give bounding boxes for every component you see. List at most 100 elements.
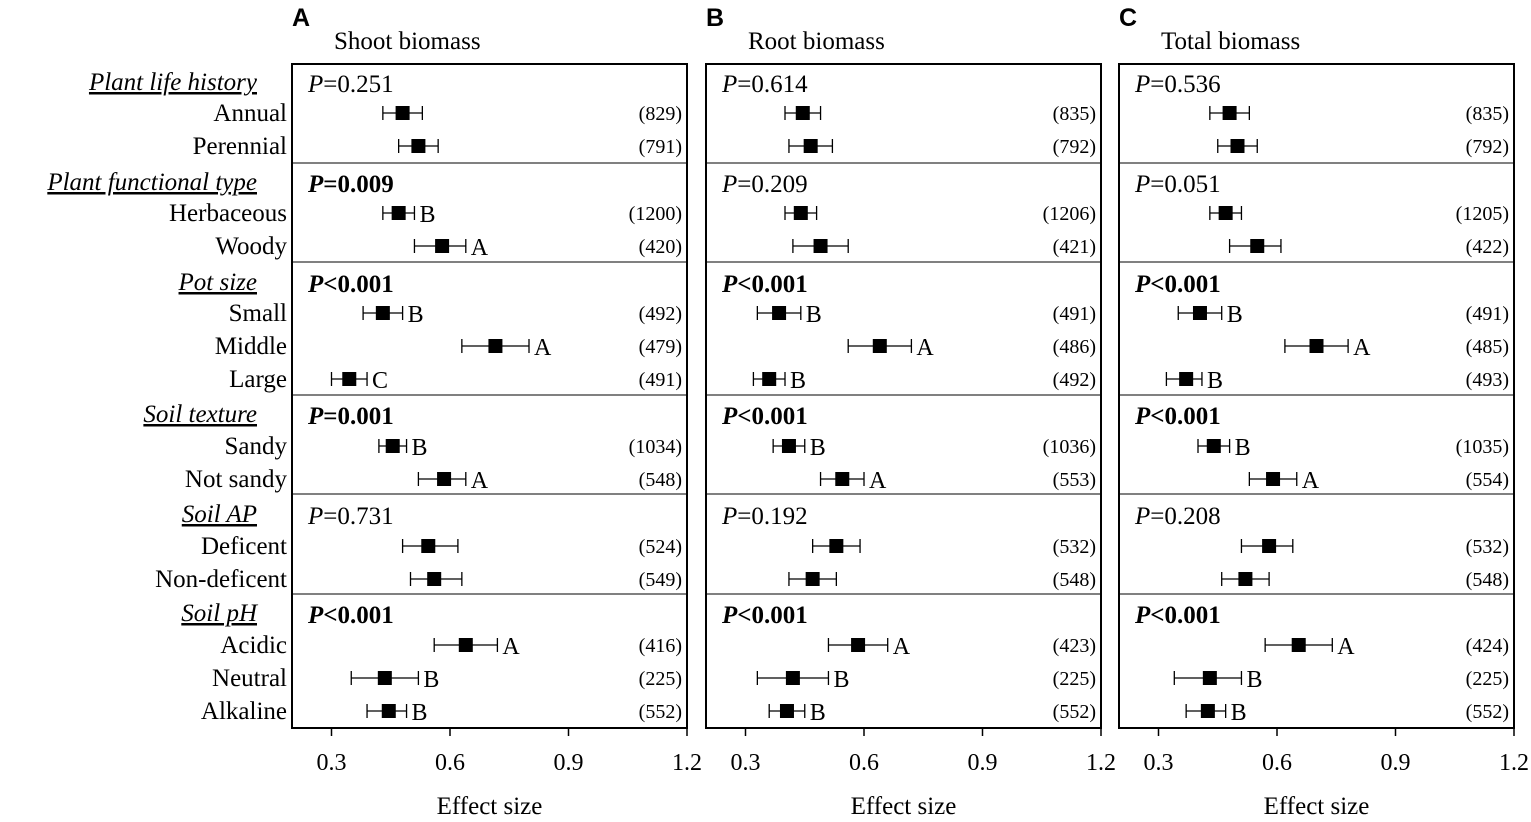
plot-frame xyxy=(705,63,1102,729)
group-title-2: Pot size xyxy=(178,269,257,296)
significance-letter: B xyxy=(1246,667,1262,693)
sample-size: (532) xyxy=(1466,536,1509,558)
mean-marker xyxy=(805,572,820,586)
sample-size: (524) xyxy=(639,536,682,558)
mean-marker xyxy=(1238,572,1253,586)
p-value: P=0.536 xyxy=(1134,71,1221,98)
significance-letter: B xyxy=(833,667,849,693)
mean-marker xyxy=(342,372,357,386)
mean-marker xyxy=(762,372,777,386)
p-value-text: =0.051 xyxy=(1150,171,1220,198)
p-value: P<0.001 xyxy=(1134,602,1221,629)
mean-marker xyxy=(421,539,436,553)
plot-frame xyxy=(291,63,688,729)
p-value: P=0.001 xyxy=(307,403,394,430)
mean-marker xyxy=(458,638,473,652)
p-value-text: =0.208 xyxy=(1150,503,1220,530)
sample-size: (423) xyxy=(1053,635,1096,657)
p-value: P=0.051 xyxy=(1134,171,1221,198)
panel-title: Total biomass xyxy=(1161,28,1300,55)
panel-letter: A xyxy=(292,4,310,32)
significance-letter: B xyxy=(790,368,806,394)
sample-size: (479) xyxy=(639,336,682,358)
row-label-acidic: Acidic xyxy=(220,632,287,659)
row-label-non-deficent: Non-deficent xyxy=(155,566,287,593)
sample-size: (422) xyxy=(1466,236,1509,258)
sample-size: (491) xyxy=(1466,303,1509,325)
row-label-alkaline: Alkaline xyxy=(201,698,287,725)
panel-title: Root biomass xyxy=(748,28,885,55)
mean-marker xyxy=(829,539,844,553)
row-label-woody: Woody xyxy=(215,233,287,260)
significance-letter: B xyxy=(1207,368,1223,394)
significance-letter: A xyxy=(471,468,489,494)
mean-marker xyxy=(1202,671,1217,685)
p-value: P=0.192 xyxy=(721,503,808,530)
sample-size: (554) xyxy=(1466,469,1509,491)
p-symbol: P xyxy=(307,271,324,298)
p-symbol: P xyxy=(721,403,738,430)
mean-marker xyxy=(1291,638,1306,652)
sample-size: (225) xyxy=(639,668,682,690)
significance-letter: B xyxy=(810,435,826,461)
sample-size: (486) xyxy=(1053,336,1096,358)
x-tick-label: 0.6 xyxy=(849,750,879,776)
p-value: P<0.001 xyxy=(307,271,394,298)
p-value: P<0.001 xyxy=(721,271,808,298)
p-symbol: P xyxy=(1134,602,1151,629)
row-label-small: Small xyxy=(229,300,287,327)
mean-marker xyxy=(1218,206,1233,220)
p-value-text: =0.001 xyxy=(323,403,394,430)
p-value-text: =0.192 xyxy=(737,503,807,530)
sample-size: (835) xyxy=(1466,103,1509,125)
mean-marker xyxy=(411,139,426,153)
x-tick-label: 0.9 xyxy=(554,750,584,776)
x-tick-label: 0.6 xyxy=(1262,750,1292,776)
p-value: P=0.208 xyxy=(1134,503,1221,530)
sample-size: (1206) xyxy=(1043,203,1096,225)
row-label-perennial: Perennial xyxy=(193,133,287,160)
p-symbol: P xyxy=(1134,503,1150,530)
row-label-neutral: Neutral xyxy=(212,665,287,692)
significance-letter: B xyxy=(412,435,428,461)
p-value-text: <0.001 xyxy=(737,602,808,629)
sample-size: (553) xyxy=(1053,469,1096,491)
p-symbol: P xyxy=(721,503,737,530)
panel-letter: C xyxy=(1119,4,1137,32)
mean-marker xyxy=(872,339,887,353)
sample-size: (548) xyxy=(1053,569,1096,591)
significance-letter: B xyxy=(806,302,822,328)
sample-size: (792) xyxy=(1053,136,1096,158)
sample-size: (552) xyxy=(1466,701,1509,723)
sample-size: (225) xyxy=(1053,668,1096,690)
x-tick-label: 0.3 xyxy=(317,750,347,776)
row-label-not-sandy: Not sandy xyxy=(185,466,288,493)
significance-letter: A xyxy=(1337,634,1355,660)
mean-marker xyxy=(381,704,396,718)
sample-size: (548) xyxy=(639,469,682,491)
sample-size: (493) xyxy=(1466,369,1509,391)
sample-size: (491) xyxy=(1053,303,1096,325)
p-value: P=0.731 xyxy=(307,503,394,530)
row-label-herbaceous: Herbaceous xyxy=(169,200,287,227)
p-value-text: =0.251 xyxy=(323,71,393,98)
sample-size: (492) xyxy=(639,303,682,325)
significance-letter: A xyxy=(502,634,520,660)
significance-letter: A xyxy=(893,634,911,660)
sample-size: (485) xyxy=(1466,336,1509,358)
mean-marker xyxy=(427,572,442,586)
p-value-text: <0.001 xyxy=(1150,403,1221,430)
panel-title: Shoot biomass xyxy=(334,28,481,55)
x-tick-label: 0.6 xyxy=(435,750,465,776)
significance-letter: B xyxy=(1227,302,1243,328)
p-symbol: P xyxy=(721,602,738,629)
row-label-annual: Annual xyxy=(213,100,287,127)
significance-letter: C xyxy=(372,368,388,394)
sample-size: (1034) xyxy=(629,436,682,458)
mean-marker xyxy=(488,339,503,353)
sample-size: (791) xyxy=(639,136,682,158)
row-label-deficent: Deficent xyxy=(201,533,287,560)
mean-marker xyxy=(1230,139,1245,153)
